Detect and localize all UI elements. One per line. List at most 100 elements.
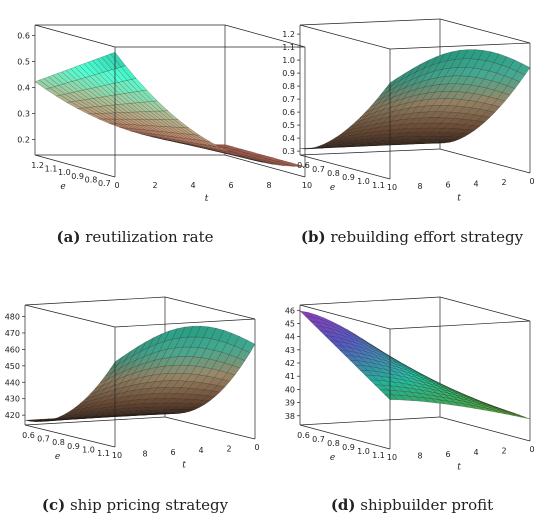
caption-c: (c) ship pricing strategy	[5, 496, 265, 514]
x-tick-label: 0.6	[297, 161, 310, 170]
t-tick-label: 2	[501, 178, 506, 187]
z-tick-label: 430	[5, 395, 20, 404]
z-tick-label: 0.2	[17, 135, 30, 144]
z-tick-label: 470	[5, 329, 20, 338]
z-tick-label: 0.4	[282, 134, 295, 143]
x-tick-label: 1.0	[58, 168, 71, 177]
box-edge	[34, 154, 116, 178]
z-tick-label: 420	[5, 411, 20, 420]
box-edge	[299, 424, 391, 450]
z-tick-label: 0.7	[282, 95, 295, 104]
surface-patch	[110, 51, 126, 68]
x-axis-label: e	[330, 453, 335, 463]
t-tick-label: 2	[152, 181, 157, 190]
z-tick-label: 41	[285, 372, 295, 381]
chart-panel-c: 420 430 440 450 460 470 480 0.6 0.7 0.8 0.9 1.0 1.1 e…	[5, 285, 270, 485]
x-tick-label: 0.6	[297, 431, 310, 440]
box-edge	[439, 148, 531, 174]
z-tick-label: 39	[285, 399, 295, 408]
t-tick-label: 10	[387, 183, 397, 192]
box-edge	[299, 416, 441, 426]
z-tick-label: 45	[285, 319, 295, 328]
x-tick-label: 0.6	[22, 431, 35, 440]
x-tick-label: 0.8	[327, 439, 340, 448]
surface-plot-b: 0.30.40.50.60.70.80.91.01.11.20.6 0.7 0.8 0…	[282, 18, 535, 203]
t-tick-label: 0	[529, 445, 534, 454]
surface-patch	[517, 415, 531, 420]
t-axis-label: t	[205, 194, 209, 204]
x-axis-label: e	[330, 183, 335, 193]
x-tick-label: 0.7	[312, 165, 325, 174]
caption-c-label: (c)	[41, 496, 66, 514]
caption-d-label: (d)	[330, 496, 356, 514]
x-axis-label: e	[55, 452, 60, 462]
t-tick-label: 0	[114, 181, 119, 190]
t-tick-label: 2	[501, 447, 506, 456]
surface-plot-a: 0.20.30.40.50.61.2 1.1 1.0 0.9 0.8 0.7e 0 2 4 6 8 1…	[17, 24, 312, 204]
chart-panel-d: 38 39 40 41 42 43 44 45 46 0.6 0.7 0.8 0.9 1.0 1.1 e 10 8…	[280, 285, 545, 485]
box-edge	[224, 24, 306, 48]
x-tick-label: 0.7	[98, 179, 111, 188]
t-tick-label: 4	[473, 448, 478, 457]
x-tick-label: 0.9	[342, 443, 355, 452]
box-edge	[34, 24, 116, 48]
z-tick-label: 480	[5, 313, 20, 322]
box-edge	[439, 296, 531, 322]
x-tick-label: 1.0	[357, 447, 370, 456]
box-edge	[389, 320, 531, 330]
z-tick-label: 0.6	[282, 108, 295, 117]
x-tick-label: 0.9	[342, 173, 355, 182]
t-tick-label: 10	[302, 181, 312, 190]
plot-box-front	[299, 25, 441, 180]
z-tick-label: 42	[285, 359, 295, 368]
chart-panel-a: 0.2 0.3 0.4 0.5 0.6 1.2 1.1 1.0 0.9 0.8 0.7 e 0 2 4 6 8 1…	[5, 5, 312, 215]
x-tick-label: 0.7	[312, 435, 325, 444]
caption-b-label: (b)	[300, 228, 326, 246]
chart-panel-b: 0.3 0.4 0.5 0.6 0.7 0.8 0.9 1.0 1.1 1.2 0.6 0.7 0.8 0…	[280, 5, 545, 215]
box-edge	[299, 296, 441, 306]
t-tick-label: 8	[417, 451, 422, 460]
plot-box-front	[299, 305, 441, 450]
z-tick-label: 0.3	[282, 147, 295, 156]
z-tick-label: 1.2	[282, 30, 295, 39]
plot-box-back	[299, 296, 531, 442]
box-edge	[299, 304, 391, 330]
z-tick-label: 0.9	[282, 69, 295, 78]
x-tick-label: 1.0	[82, 446, 95, 455]
t-tick-label: 6	[445, 181, 450, 190]
caption-d-text: shipbuilder profit	[360, 496, 494, 514]
caption-d: (d) shipbuilder profit	[282, 496, 542, 514]
z-tick-label: 440	[5, 378, 20, 387]
t-axis-label: t	[457, 462, 461, 472]
t-tick-label: 4	[190, 181, 195, 190]
z-tick-label: 1.0	[282, 56, 295, 65]
t-tick-label: 6	[228, 181, 233, 190]
x-tick-label: 1.1	[372, 451, 385, 460]
caption-a: (a) reutilization rate	[5, 228, 265, 246]
x-tick-label: 1.1	[372, 181, 385, 190]
x-axis-label: e	[60, 182, 65, 192]
surface-mesh	[299, 310, 531, 420]
x-tick-label: 1.1	[45, 165, 58, 174]
t-tick-label: 8	[417, 182, 422, 191]
t-tick-label: 0	[529, 177, 534, 186]
t-tick-label: 10	[112, 451, 122, 460]
box-edge	[24, 416, 166, 426]
t-tick-label: 0	[254, 443, 259, 452]
x-tick-label: 1.0	[357, 177, 370, 186]
x-tick-label: 0.8	[327, 169, 340, 178]
caption-c-text: ship pricing strategy	[69, 496, 229, 514]
surface-mesh	[299, 49, 531, 150]
x-tick-label: 0.9	[71, 172, 84, 181]
box-edge	[439, 18, 531, 44]
plot-box-front	[34, 25, 225, 178]
caption-a-text: reutilization rate	[85, 228, 214, 246]
plot-box-back	[24, 296, 256, 440]
t-tick-label: 2	[226, 445, 231, 454]
box-edge	[299, 24, 391, 50]
box-edge	[164, 296, 256, 320]
z-tick-label: 0.8	[282, 82, 295, 91]
surface-mesh	[34, 51, 306, 167]
